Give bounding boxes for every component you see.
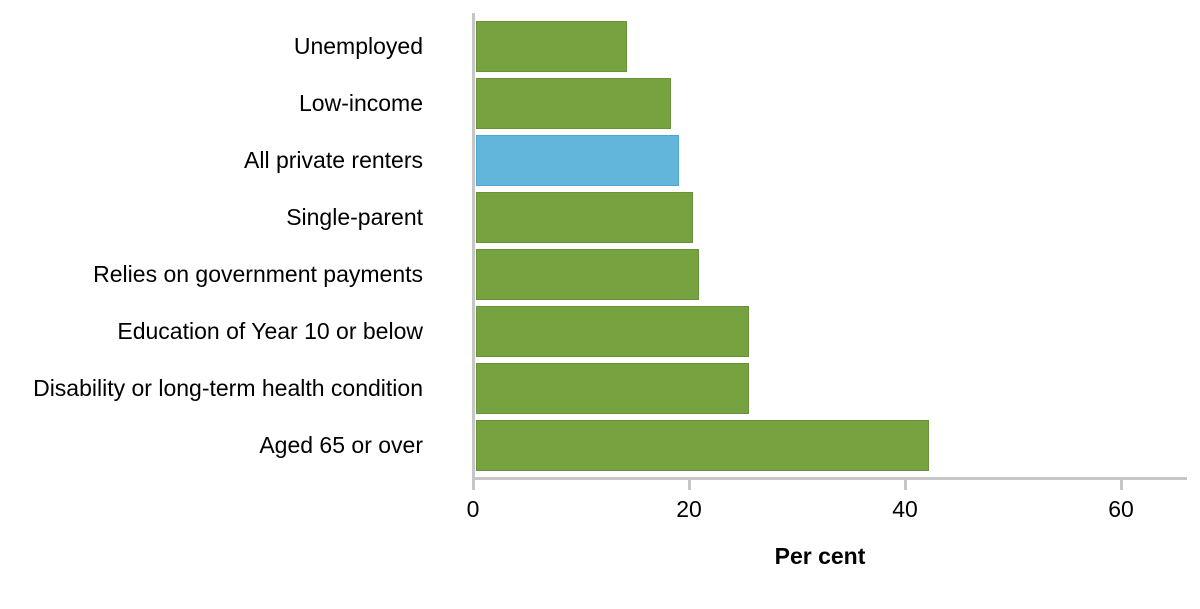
x-axis-line <box>471 477 1187 480</box>
bar <box>476 78 671 129</box>
category-label: Unemployed <box>293 33 423 59</box>
bar <box>476 192 693 243</box>
bar <box>476 363 749 414</box>
x-tick-mark <box>1119 479 1123 490</box>
bar <box>476 306 749 357</box>
category-label: Low-income <box>299 90 423 116</box>
x-tick-label: 40 <box>892 496 918 522</box>
category-label: Aged 65 or over <box>259 432 423 458</box>
x-tick-label: 20 <box>676 496 702 522</box>
x-axis-title: Per cent <box>774 543 866 569</box>
bar <box>476 420 929 471</box>
category-label: Disability or long-term health condition <box>33 375 423 401</box>
bar-highlighted <box>476 135 679 186</box>
category-label: Single-parent <box>286 204 423 230</box>
category-label: Education of Year 10 or below <box>117 318 423 344</box>
x-tick-label: 60 <box>1108 496 1134 522</box>
category-label: Relies on government payments <box>93 261 423 287</box>
bar <box>476 21 627 72</box>
x-tick-mark <box>687 479 691 490</box>
category-label: All private renters <box>244 147 423 173</box>
x-tick-label: 0 <box>466 496 480 522</box>
y-axis-line <box>471 13 475 490</box>
x-tick-mark <box>903 479 907 490</box>
bar <box>476 249 699 300</box>
x-tick-mark <box>471 479 475 490</box>
